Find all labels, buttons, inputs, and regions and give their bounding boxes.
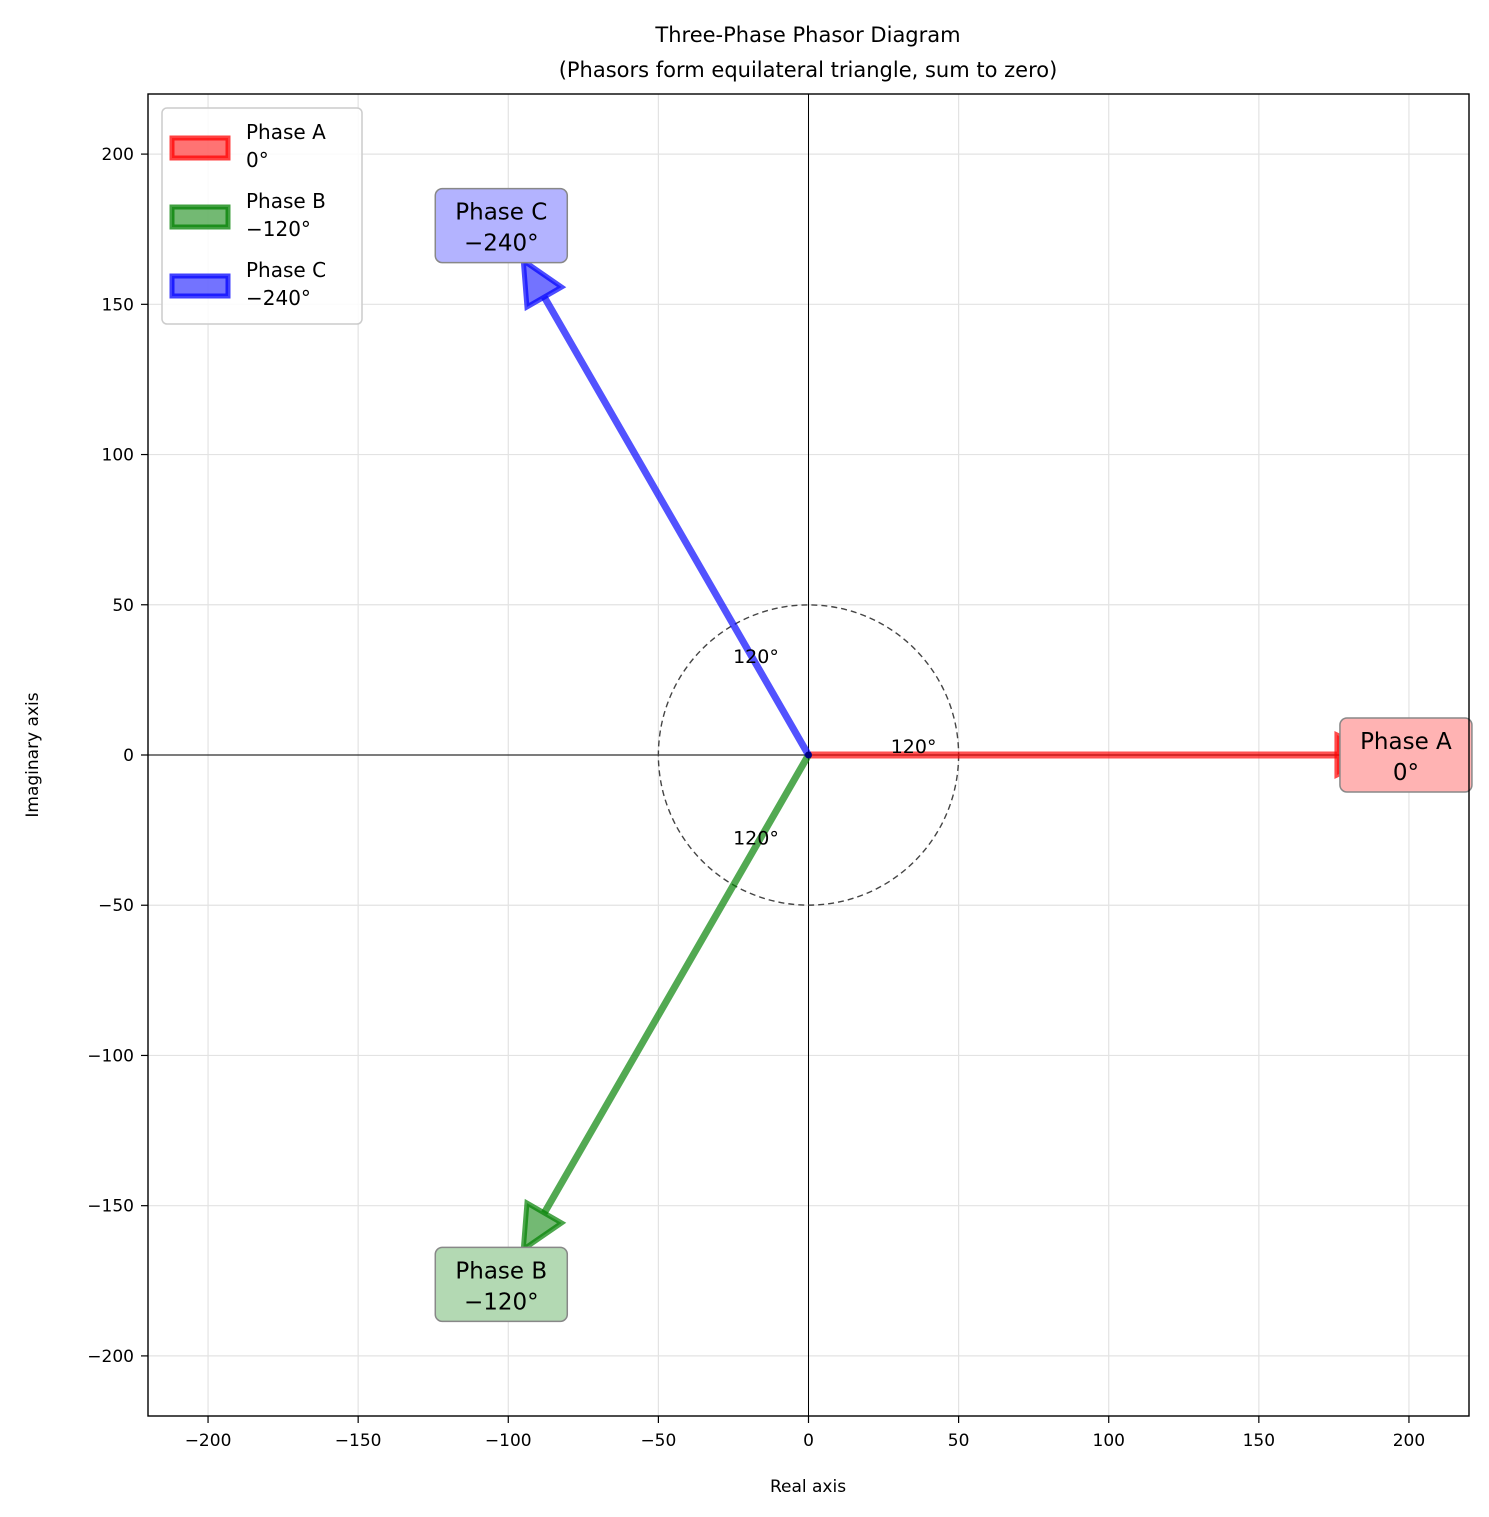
phasor-label-name: Phase B	[455, 1258, 547, 1284]
angle-annotation: 120°	[733, 646, 779, 668]
x-tick-label: −150	[335, 1431, 382, 1451]
legend-entry-name: Phase C	[246, 258, 326, 282]
x-axis-label: Real axis	[770, 1477, 846, 1497]
legend-entry-angle: −120°	[246, 217, 311, 241]
phasor-label-angle: 0°	[1393, 760, 1419, 786]
phasor-label-layer: Phase A 0° Phase B −120° Phase C −240°	[434, 187, 1473, 1323]
chart-subtitle: (Phasors form equilateral triangle, sum …	[559, 58, 1058, 82]
phasor-label-box	[434, 187, 569, 264]
x-tick-label: 0	[803, 1431, 814, 1451]
legend: Phase A 0° Phase B −120° Phase C −240°	[161, 107, 363, 325]
phasor-label-name: Phase C	[455, 200, 547, 226]
legend-entry-name: Phase B	[246, 189, 326, 213]
legend-entry-name: Phase A	[246, 120, 326, 144]
angle-annotation: 120°	[733, 828, 779, 850]
x-tick-label: 50	[948, 1431, 970, 1451]
phasor-head	[520, 1198, 567, 1255]
tick-layer: −200 −150 −100 −50 0 50 100 150 200 −200 −150 −100 −…	[87, 145, 1425, 1451]
y-tick-label: 100	[102, 446, 134, 466]
legend-swatch	[169, 273, 231, 299]
phasor-label: Phase A 0°	[1339, 717, 1473, 793]
y-tick-label: −200	[87, 1347, 134, 1367]
phasor-label: Phase B −120°	[434, 1246, 569, 1323]
x-tick-label: −50	[640, 1431, 676, 1451]
y-axis-label: Imaginary axis	[23, 692, 43, 817]
y-tick-label: −50	[98, 896, 134, 916]
legend-entry: Phase A 0°	[169, 120, 326, 172]
y-tick-label: −100	[87, 1046, 134, 1066]
legend-entry: Phase B −120°	[169, 189, 326, 241]
x-tick-label: −100	[485, 1431, 532, 1451]
legend-entry-angle: 0°	[246, 148, 269, 172]
y-tick-label: 200	[102, 145, 134, 165]
origin-dot	[805, 751, 812, 759]
legend-entry-angle: −240°	[246, 286, 311, 310]
phasor-shaft	[541, 753, 812, 1215]
y-tick-label: 50	[112, 596, 134, 616]
phasor-label-angle: −240°	[464, 231, 539, 257]
legend-entry: Phase C −240°	[169, 258, 326, 310]
x-tick-label: −200	[185, 1431, 232, 1451]
chart-title: Three-Phase Phasor Diagram	[654, 23, 960, 47]
phasor-label-angle: −120°	[464, 1289, 539, 1315]
legend-swatch	[169, 135, 231, 161]
y-tick-label: 0	[123, 746, 134, 766]
phasor-phase-c	[520, 255, 812, 757]
x-tick-label: 200	[1393, 1431, 1425, 1451]
angle-annotation: 120°	[891, 736, 937, 758]
x-tick-label: 100	[1093, 1431, 1125, 1451]
y-tick-label: 150	[102, 295, 134, 315]
legend-swatch	[169, 204, 231, 230]
phasor-label-name: Phase A	[1360, 729, 1452, 755]
legend-frame	[161, 107, 363, 325]
phasor-shaft	[541, 295, 812, 757]
angle-annotation-layer: 120° 120° 120°	[733, 646, 936, 850]
phasor-phase-b	[520, 753, 812, 1255]
y-tick-label: −150	[87, 1197, 134, 1217]
x-tick-label: 150	[1243, 1431, 1275, 1451]
phasor-label-box	[1339, 717, 1473, 793]
phasor-label-box	[434, 1246, 569, 1323]
phasor-head	[520, 255, 567, 312]
phasor-label: Phase C −240°	[434, 187, 569, 264]
